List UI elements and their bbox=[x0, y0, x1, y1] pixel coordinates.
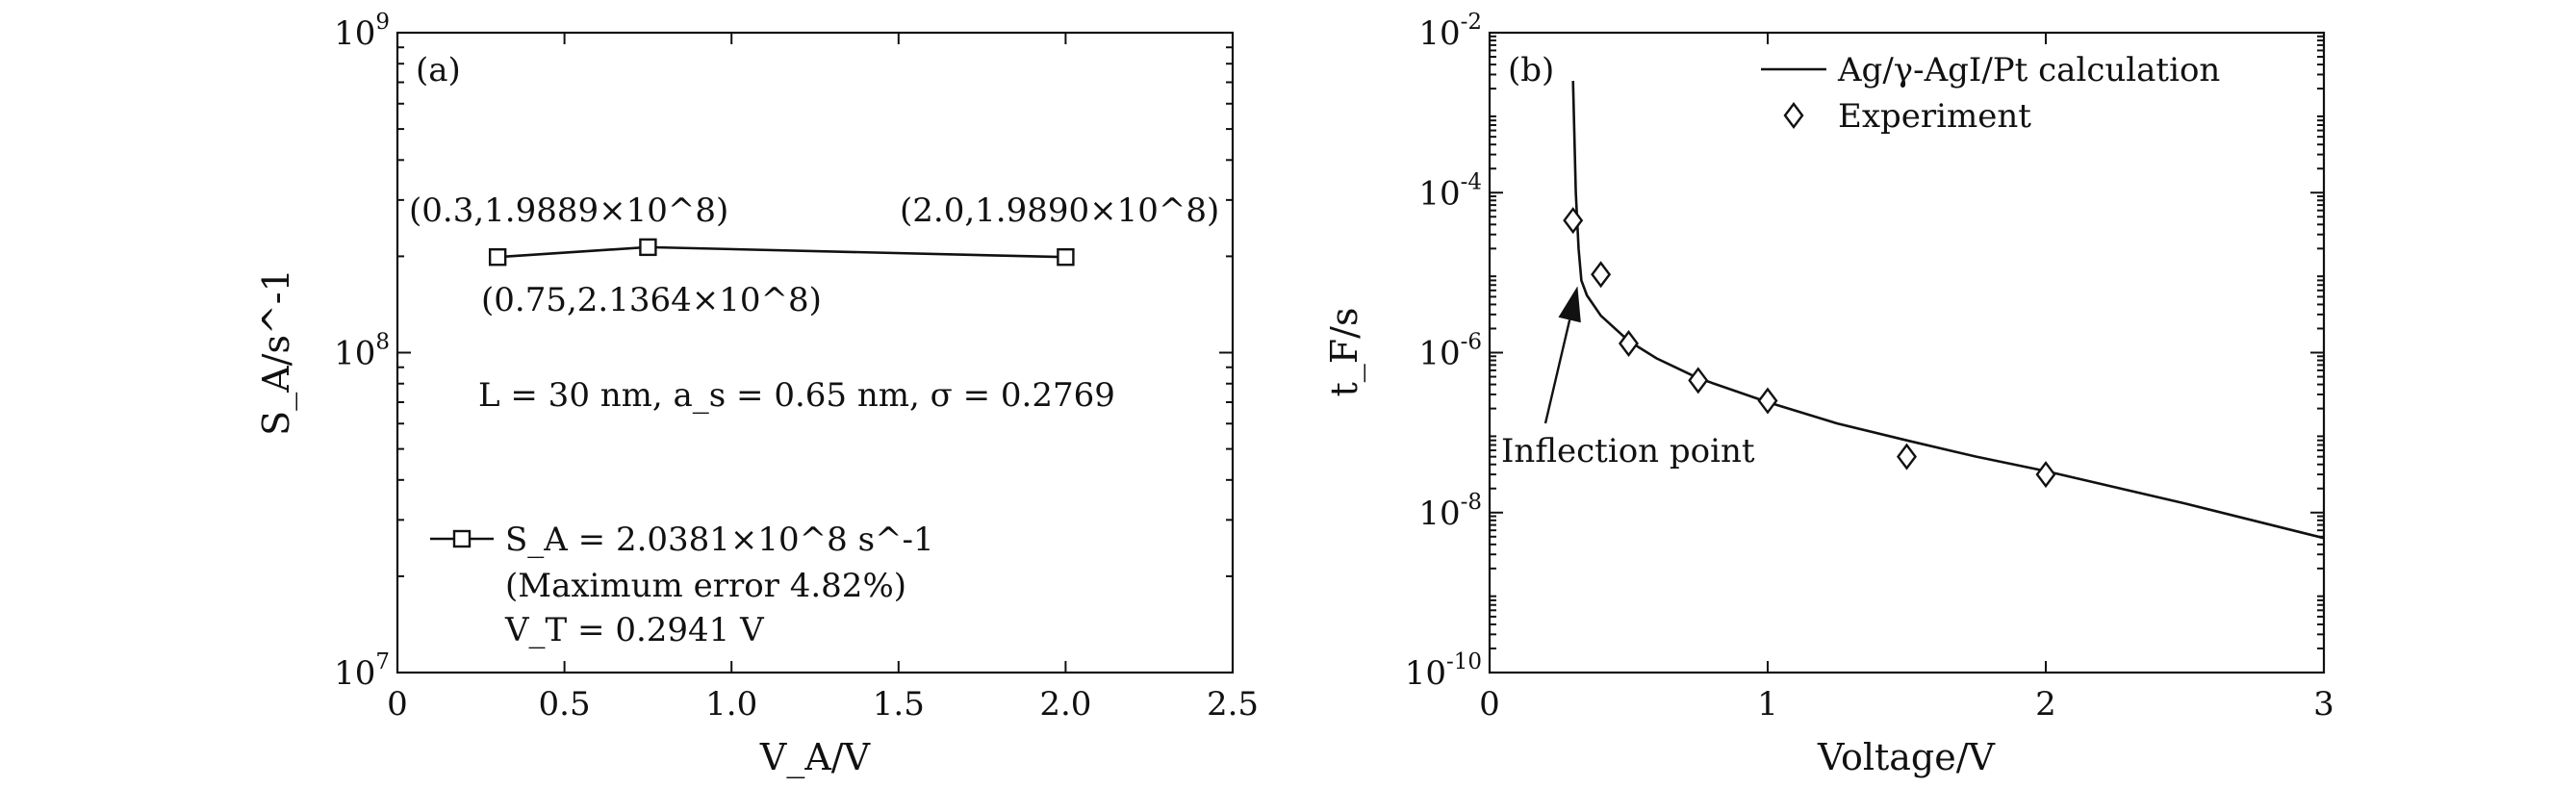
panel-a-data-point bbox=[639, 238, 657, 257]
panel-a-series-line bbox=[497, 245, 1066, 259]
b-y-tick-label: 10-4 bbox=[1418, 169, 1482, 213]
panel-a-legend-line-3: V_T = 0.2941 V bbox=[504, 611, 765, 649]
panel-a-point-label-2: (0.75,2.1364×10^8) bbox=[481, 281, 822, 319]
b-y-tick-label: 10-10 bbox=[1405, 649, 1482, 693]
panel-b-legend-label-experiment: Experiment bbox=[1838, 97, 2031, 136]
panel-b-experiment-point bbox=[1688, 367, 1709, 394]
panel-b-calculation-curve bbox=[1571, 81, 2325, 540]
inflection-arrow-head bbox=[1558, 286, 1581, 323]
panel-a-x-axis-label: V_A/V bbox=[759, 736, 871, 779]
panel-a-y-ticks: 107 108 109 bbox=[334, 10, 1233, 693]
panel-b-label: (b) bbox=[1508, 51, 1554, 89]
a-y-tick-label: 109 bbox=[334, 10, 390, 53]
panel-a-x-ticks: 0 0.5 1.0 1.5 2.0 2.5 bbox=[387, 33, 1259, 724]
panel-a-legend-line-1: S_A = 2.0381×10^8 s^-1 bbox=[505, 521, 934, 559]
panel-b-inflection-arrow bbox=[1543, 286, 1581, 424]
panel-a-series bbox=[488, 238, 1075, 267]
a-x-tick-label: 1.0 bbox=[705, 685, 757, 724]
panel-a-point-label-1: (0.3,1.9889×10^8) bbox=[409, 191, 728, 230]
b-x-tick-label: 3 bbox=[2313, 685, 2334, 724]
a-x-tick-label: 0 bbox=[387, 685, 408, 724]
panel-a-label: (a) bbox=[416, 51, 461, 89]
panel-b-experiment-point bbox=[1563, 207, 1584, 235]
panel-b-experiment-point bbox=[1897, 443, 1917, 470]
panel-a-point-label-3: (2.0,1.9890×10^8) bbox=[900, 191, 1219, 230]
panel-b-experiment-point bbox=[2035, 461, 2056, 489]
a-y-tick-label: 108 bbox=[334, 330, 390, 373]
panel-b-legend-label-calculation: Ag/γ-AgI/Pt calculation bbox=[1837, 51, 2220, 89]
panel-b-x-ticks: 0 1 2 3 bbox=[1479, 33, 2334, 724]
panel-b-inflection-annotation: Inflection point bbox=[1501, 432, 1755, 470]
a-y-tick-label: 107 bbox=[334, 649, 390, 693]
panel-b-experiment-point bbox=[1757, 387, 1778, 415]
b-x-tick-label: 0 bbox=[1479, 685, 1500, 724]
panel-a-data-point bbox=[1057, 248, 1075, 267]
panel-a-y-axis-label: S_A/s^-1 bbox=[255, 268, 298, 436]
a-x-tick-label: 1.5 bbox=[873, 685, 925, 724]
panel-a-parameter-annotation: L = 30 nm, a_s = 0.65 nm, σ = 0.2769 bbox=[478, 376, 1115, 415]
a-x-tick-label: 0.5 bbox=[539, 685, 591, 724]
b-y-tick-label: 10-6 bbox=[1418, 330, 1482, 373]
panel-a-data-point bbox=[488, 248, 507, 267]
inflection-arrow-shaft bbox=[1543, 319, 1571, 424]
panel-a-legend-marker-sample bbox=[452, 529, 472, 548]
panel-b-series bbox=[1563, 81, 2325, 540]
panel-a-legend-line-2: (Maximum error 4.82%) bbox=[505, 567, 906, 605]
panel-b-experiment-point bbox=[1591, 261, 1612, 289]
panel-b-legend: Ag/γ-AgI/Pt calculation Experiment bbox=[1761, 51, 2220, 136]
a-x-tick-label: 2.5 bbox=[1207, 685, 1259, 724]
b-x-tick-label: 2 bbox=[2035, 685, 2056, 724]
b-x-tick-label: 1 bbox=[1757, 685, 1778, 724]
panel-a: 0 0.5 1.0 1.5 2.0 2.5 107 108 109 (a) (0.3,1.98… bbox=[255, 10, 1259, 779]
b-y-tick-label: 10-8 bbox=[1418, 490, 1482, 533]
panel-b-y-axis-label: t_F/s bbox=[1323, 308, 1366, 397]
panel-a-legend: S_A = 2.0381×10^8 s^-1 (Maximum error 4.… bbox=[430, 521, 934, 649]
panel-b-x-axis-label: Voltage/V bbox=[1817, 736, 1996, 778]
a-x-tick-label: 2.0 bbox=[1039, 685, 1091, 724]
b-y-tick-label: 10-2 bbox=[1418, 10, 1482, 53]
panel-b: 0 1 2 3 10-10 10-8 10-6 10-4 10-2 (b) Ag/γ-AgI/… bbox=[1323, 10, 2334, 778]
panel-b-legend-marker-sample bbox=[1783, 102, 1804, 129]
panel-b-experiment-point bbox=[1619, 330, 1639, 358]
panel-b-y-ticks: 10-10 10-8 10-6 10-4 10-2 bbox=[1405, 10, 2324, 693]
